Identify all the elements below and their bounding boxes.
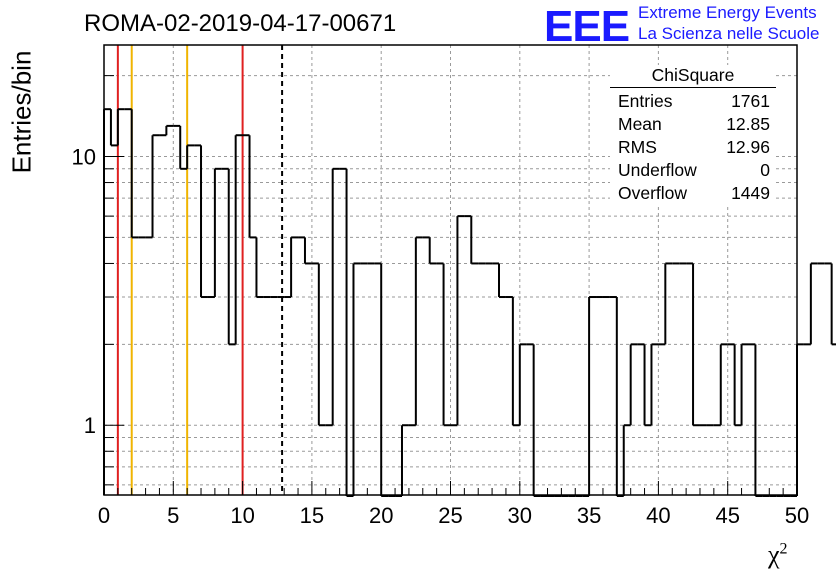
- stats-row-mean: Mean 12.85: [618, 114, 770, 134]
- stats-title: ChiSquare: [610, 65, 776, 88]
- stats-box: ChiSquare Entries 1761 Mean 12.85 RMS 12.96…: [610, 65, 776, 205]
- logo-subtitle-1: Extreme Energy Events: [638, 3, 817, 22]
- x-tick-label-6: 30: [508, 503, 532, 528]
- chart-title: ROMA-02-2019-04-17-00671: [84, 10, 397, 37]
- x-tick-label-8: 40: [646, 503, 670, 528]
- x-tick-label-1: 5: [167, 503, 179, 528]
- x-tick-label-5: 25: [438, 503, 462, 528]
- x-tick-label-2: 10: [230, 503, 254, 528]
- x-tick-label-10: 50: [785, 503, 809, 528]
- x-tick-label-9: 45: [715, 503, 739, 528]
- x-tick-label-7: 35: [577, 503, 601, 528]
- logo-subtitle-2: La Scienza nelle Scuole: [638, 24, 820, 43]
- y-axis-label: Entries/bin: [6, 50, 37, 174]
- x-axis-label: χ2: [768, 540, 788, 569]
- stats-row-entries: Entries 1761: [618, 91, 770, 111]
- eee-logo: EEE: [544, 2, 630, 51]
- y-tick-label-0: 1: [84, 413, 96, 438]
- x-tick-label-0: 0: [98, 503, 110, 528]
- stats-row-underflow: Underflow 0: [618, 160, 770, 180]
- y-tick-label-1: 10: [72, 145, 96, 170]
- x-tick-label-3: 15: [300, 503, 324, 528]
- x-tick-label-4: 20: [369, 503, 393, 528]
- stats-row-rms: RMS 12.96: [618, 137, 770, 157]
- stats-row-overflow: Overflow 1449: [618, 183, 770, 203]
